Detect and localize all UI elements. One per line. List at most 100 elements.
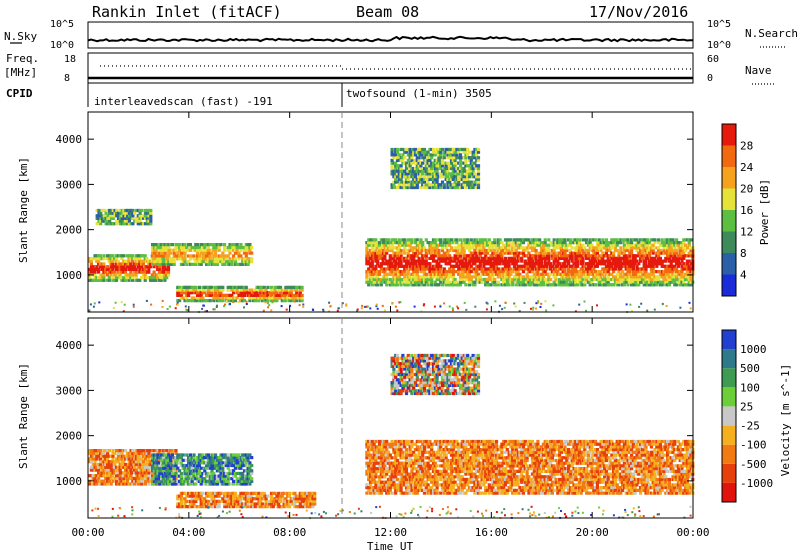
colorbar-tick-label: 28 [740,140,753,153]
heatmap-cell [111,449,114,452]
heatmap-cell [131,455,134,458]
heatmap-cell [594,283,597,286]
heatmap-cell [142,469,145,472]
heatmap-cell [410,156,413,159]
power-heatmap [88,148,694,313]
heatmap-cell [228,252,231,255]
y-tick-label: 4000 [56,133,83,146]
heatmap-cell [384,309,386,311]
cpid-panel: CPID interleavedscan (fast) -191 twofsou… [6,83,492,108]
freq-tick-top: 18 [64,54,76,65]
heatmap-cell [227,254,230,257]
heatmap-cell [209,254,212,257]
heatmap-cell [144,254,147,257]
heatmap-cell [396,309,398,311]
heatmap-cell [216,263,219,266]
heatmap-cell [377,308,379,310]
heatmap-cell [248,243,251,246]
heatmap-cell [97,469,100,472]
heatmap-cell [524,302,526,304]
heatmap-cell [241,263,244,266]
heatmap-cell [128,455,131,458]
heatmap-cell [102,474,105,477]
heatmap-cell [128,466,131,469]
heatmap-cell [174,249,177,252]
heatmap-cell [414,306,416,308]
heatmap-cell [549,278,552,281]
heatmap-cell [102,471,105,474]
heatmap-cell [129,469,132,472]
heatmap-cell [228,257,231,260]
heatmap-cell [90,303,92,305]
heatmap-cell [638,306,640,308]
heatmap-cell [99,463,102,466]
heatmap-cell [439,238,442,241]
heatmap-cell [135,273,138,276]
heatmap-cell [391,148,394,151]
heatmap-cell [129,463,132,466]
heatmap-cell [225,257,228,260]
heatmap-cell [662,303,664,305]
heatmap-cell [619,246,622,249]
heatmap-cell [113,307,115,309]
heatmap-cell [515,306,517,308]
heatmap-cell [133,304,135,306]
heatmap-cell [162,306,164,308]
heatmap-cell [146,300,148,302]
heatmap-cell [499,305,501,307]
heatmap-cell [382,305,384,307]
heatmap-cell [198,246,201,249]
heatmap-cell [164,252,167,255]
heatmap-cell [272,301,274,303]
heatmap-cell [142,449,145,452]
heatmap-cell [552,304,554,306]
heatmap-cell [147,469,150,472]
y-tick-label: 3000 [56,178,83,191]
heatmap-cell [218,249,221,252]
heatmap-cell [571,246,574,249]
heatmap-cell [239,254,242,257]
heatmap-cell [232,254,235,257]
heatmap-cell [535,308,537,310]
heatmap-cell [180,254,183,257]
heatmap-cell [243,306,245,308]
heatmap-cell [115,302,117,304]
heatmap-cell [135,463,138,466]
heatmap-cell [214,254,217,257]
heatmap-cell [494,300,496,302]
heatmap-cell [106,482,109,485]
heatmap-cell [468,175,471,178]
heatmap-cell [192,254,195,257]
nsky-frame [88,22,693,48]
heatmap-cell [102,257,105,260]
heatmap-cell [167,246,170,249]
heatmap-cell [477,175,480,178]
cpid-mode-2: twofsound (1-min) 3505 [346,87,492,100]
heatmap-cell [183,243,186,246]
heatmap-cell [226,300,228,302]
heatmap-cell [177,302,179,304]
heatmap-cell [376,304,378,306]
heatmap-cell [464,156,467,159]
heatmap-cell [99,254,102,257]
freq-panel: Freq. [MHz] 18 8 60 0 Nave [4,52,776,84]
heatmap-cell [364,306,366,308]
heatmap-cell [99,449,102,452]
heatmap-cell [443,302,445,304]
heatmap-cell [113,452,116,455]
heatmap-cell [369,307,371,309]
heatmap-cell [248,249,251,252]
heatmap-cell [117,455,120,458]
heatmap-cell [150,304,152,306]
heatmap-cell [535,302,537,304]
heatmap-cell [167,254,170,257]
heatmap-cell [443,183,446,186]
heatmap-cell [545,300,547,302]
heatmap-cell [173,257,176,260]
heatmap-cell [223,249,226,252]
heatmap-cell [167,273,170,276]
heatmap-cell [135,469,138,472]
heatmap-cell [183,257,186,260]
